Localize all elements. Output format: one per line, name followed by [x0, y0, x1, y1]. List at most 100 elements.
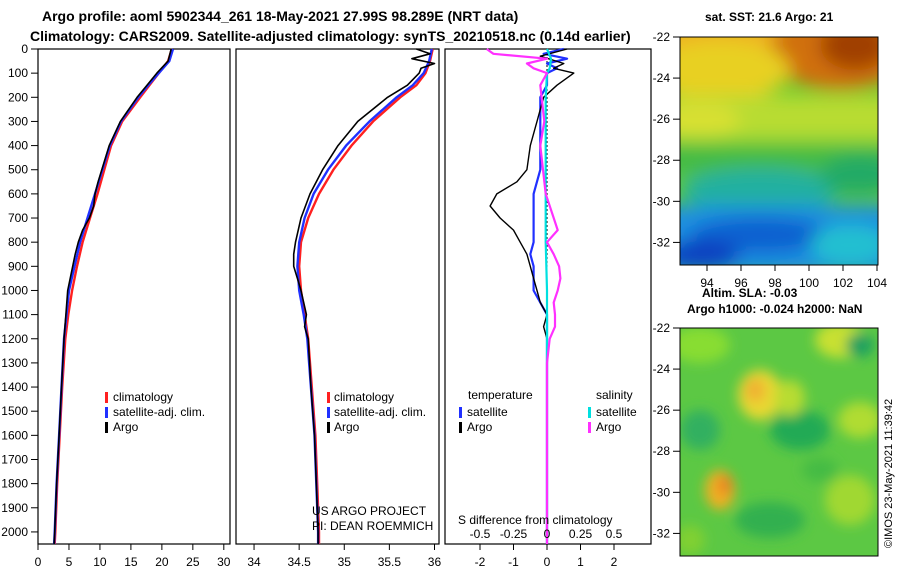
legend-label-s-satellite: satellite — [596, 405, 637, 419]
series-line-argo — [292, 48, 436, 544]
depth-tick-label: 1900 — [1, 501, 28, 515]
depth-tick-label: 1000 — [1, 283, 28, 297]
legend-swatch-t-argo — [459, 422, 462, 433]
series-line-t-argo — [489, 48, 575, 544]
sla-axis-ticks: -22 -24 -26 -28 -30 -32 — [653, 321, 680, 540]
depth-tick-label: 500 — [8, 163, 28, 177]
lat-tick-label: -28 — [653, 444, 671, 458]
sla-map: -22 -24 -26 -28 -30 -32 — [653, 321, 879, 557]
depth-tick-label: 2000 — [1, 525, 28, 539]
temperature-diff-tick-label: -2 — [475, 555, 486, 569]
depth-tick-label: 400 — [8, 139, 28, 153]
temperature-tick-label: 20 — [155, 555, 169, 569]
legend-swatch-satellite — [327, 407, 330, 418]
sla-map-title-2: Argo h1000: -0.024 h2000: NaN — [687, 302, 862, 316]
lon-tick-label: 94 — [700, 276, 714, 290]
lat-tick-label: -30 — [653, 485, 671, 499]
depth-tick-label: 1100 — [2, 308, 28, 322]
depth-tick-label: 1500 — [1, 404, 28, 418]
legend-header-salinity: salinity — [596, 388, 633, 402]
lat-tick-label: -24 — [653, 71, 671, 85]
lat-tick-label: -24 — [653, 362, 671, 376]
project-label: US ARGO PROJECT — [312, 504, 427, 518]
salinity-tick-label: 35.5 — [378, 555, 402, 569]
temperature-panel: 0 5 10 15 20 25 30 — [35, 48, 231, 569]
temperature-panel-frame — [37, 48, 231, 545]
lon-tick-label: 100 — [799, 276, 819, 290]
salinity-tick-label: 34.5 — [287, 555, 311, 569]
depth-axis: 0 100 200 300 400 500 600 700 800 900 1000 1100 1200… — [1, 42, 38, 539]
salinity-panel: 34 34.5 35 35.5 36 — [247, 48, 442, 569]
legend-swatch-climatology — [105, 392, 108, 403]
depth-tick-label: 800 — [8, 235, 28, 249]
legend-swatch-climatology — [327, 392, 330, 403]
series-line-climatology — [53, 48, 173, 545]
sst-map: -22 -24 -26 -28 -30 -32 94 96 98 100 102 104 — [653, 30, 888, 290]
salinity-tick-label: 36 — [428, 555, 442, 569]
lat-tick-label: -22 — [653, 30, 671, 44]
depth-tick-label: 1600 — [1, 428, 28, 442]
series-line-s-argo — [486, 48, 562, 544]
temperature-diff-tick-label: 0 — [544, 555, 551, 569]
legend-label-argo: Argo — [113, 420, 139, 434]
legend-label-climatology: climatology — [334, 390, 394, 404]
sst-map-title: sat. SST: 21.6 Argo: 21 — [705, 10, 834, 24]
lon-tick-label: 98 — [768, 276, 782, 290]
lon-tick-label: 96 — [734, 276, 748, 290]
legend-label-climatology: climatology — [113, 390, 173, 404]
depth-tick-label: 0 — [21, 42, 28, 56]
legend-label-s-argo: Argo — [596, 420, 622, 434]
depth-tick-label: 600 — [8, 187, 28, 201]
lat-tick-label: -28 — [653, 153, 671, 167]
lat-tick-label: -30 — [653, 194, 671, 208]
legend-label-t-satellite: satellite — [467, 405, 508, 419]
salinity-diff-tick-label: -0.5 — [470, 527, 491, 541]
lat-tick-label: -26 — [653, 403, 671, 417]
lat-tick-label: -32 — [653, 235, 671, 249]
series-line-climatology — [298, 48, 434, 544]
difference-legend: temperature salinity satellite Argo sate… — [458, 388, 637, 527]
depth-tick-label: 1300 — [1, 356, 28, 370]
legend-label-satellite: satellite-adj. clim. — [113, 405, 205, 419]
temperature-tick-label: 30 — [217, 555, 231, 569]
temperature-legend: climatology satellite-adj. clim. Argo — [105, 390, 205, 434]
depth-tick-label: 1700 — [1, 452, 28, 466]
temperature-diff-tick-label: 2 — [611, 555, 618, 569]
salinity-diff-tick-label: 0 — [544, 527, 551, 541]
legend-label-argo: Argo — [334, 420, 360, 434]
lat-tick-label: -32 — [653, 526, 671, 540]
depth-tick-label: 900 — [8, 259, 28, 273]
salinity-diff-tick-label: 0.25 — [569, 527, 593, 541]
legend-label-satellite: satellite-adj. clim. — [334, 405, 426, 419]
sst-map-frame — [679, 36, 879, 266]
sst-field — [680, 37, 878, 265]
depth-tick-label: 200 — [8, 90, 28, 104]
temperature-diff-tick-label: 1 — [577, 555, 584, 569]
temperature-tick-label: 0 — [35, 555, 42, 569]
sla-field — [680, 328, 878, 555]
legend-swatch-argo — [105, 422, 108, 433]
depth-tick-label: 300 — [8, 114, 28, 128]
depth-tick-label: 1200 — [1, 332, 28, 346]
depth-tick-label: 100 — [8, 66, 28, 80]
title-line-2: Climatology: CARS2009. Satellite-adjuste… — [30, 28, 631, 44]
salinity-panel-frame — [235, 48, 440, 545]
depth-tick-label: 1800 — [1, 477, 28, 491]
legend-swatch-s-satellite — [588, 407, 591, 418]
title-line-1: Argo profile: aoml 5902344_261 18-May-20… — [42, 8, 518, 24]
lon-tick-label: 102 — [833, 276, 853, 290]
temperature-diff-tick-label: -1 — [508, 555, 519, 569]
difference-title: S difference from climatology — [458, 513, 613, 527]
salinity-tick-label: 34 — [247, 555, 261, 569]
legend-header-temperature: temperature — [468, 388, 533, 402]
series-line-argo — [53, 48, 172, 545]
temperature-tick-label: 25 — [186, 555, 200, 569]
legend-swatch-satellite — [105, 407, 108, 418]
legend-swatch-s-argo — [588, 422, 591, 433]
salinity-legend: climatology satellite-adj. clim. Argo US… — [312, 390, 433, 533]
sla-map-title-1: Altim. SLA: -0.03 — [702, 286, 798, 300]
salinity-tick-label: 35 — [338, 555, 352, 569]
lat-tick-label: -22 — [653, 321, 671, 335]
lon-tick-label: 104 — [867, 276, 887, 290]
